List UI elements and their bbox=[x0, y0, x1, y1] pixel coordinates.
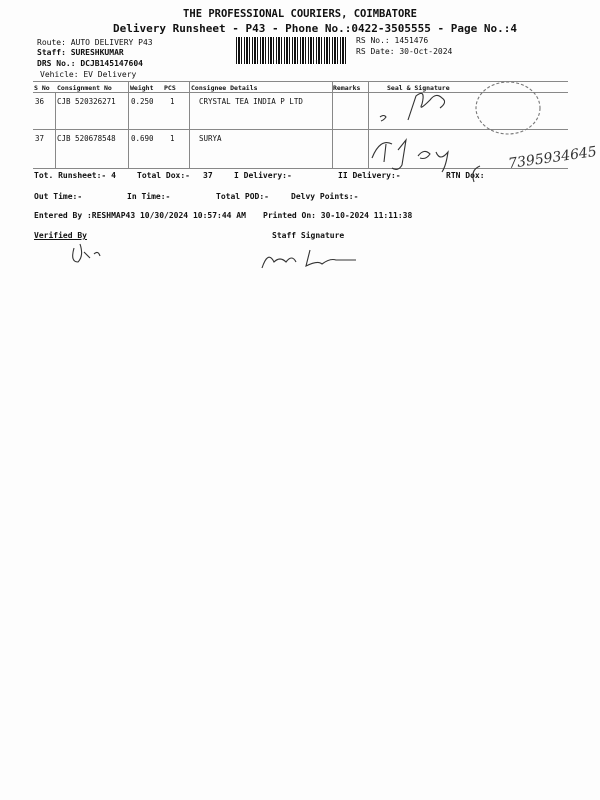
out-time: Out Time:- bbox=[34, 192, 83, 201]
column-header-consignee: Consignee Details bbox=[191, 84, 258, 92]
column-divider bbox=[189, 81, 190, 168]
cell-weight: 0.250 bbox=[131, 97, 154, 106]
rs-date: RS Date: 30-Oct-2024 bbox=[356, 47, 453, 56]
printed-on: Printed On: 30-10-2024 11:11:38 bbox=[263, 211, 413, 220]
document-subtitle: Delivery Runsheet - P43 - Phone No.:0422… bbox=[113, 22, 517, 35]
cell-consignment: CJB 520678548 bbox=[57, 134, 116, 143]
delvy-points: Delvy Points:- bbox=[291, 192, 359, 201]
total-dox-value: 37 bbox=[203, 171, 213, 180]
cell-pcs: 1 bbox=[170, 97, 175, 106]
vehicle: Vehicle: EV Delivery bbox=[40, 70, 137, 79]
ii-delivery: II Delivery:- bbox=[338, 171, 401, 180]
column-header-pcs: PCS bbox=[164, 84, 176, 92]
table-border bbox=[33, 129, 568, 130]
cell-weight: 0.690 bbox=[131, 134, 154, 143]
column-header-sno: S No bbox=[34, 84, 50, 92]
drs-number: DRS No.: DCJB145147604 bbox=[37, 59, 143, 68]
column-divider bbox=[332, 81, 333, 168]
table-border bbox=[33, 81, 568, 82]
column-header-weight: Weight bbox=[130, 84, 154, 92]
i-delivery: I Delivery:- bbox=[234, 171, 292, 180]
rtn-dox: RTN Dox: bbox=[446, 171, 485, 180]
column-divider bbox=[368, 81, 369, 168]
cell-consignee: CRYSTAL TEA INDIA P LTD bbox=[199, 97, 303, 106]
document-title: THE PROFESSIONAL COURIERS, COIMBATORE bbox=[183, 8, 417, 20]
staff-signature bbox=[261, 249, 356, 269]
signature-row-37 bbox=[371, 138, 449, 173]
barcode bbox=[236, 37, 348, 64]
verified-by-label: Verified By bbox=[34, 231, 87, 240]
company-stamp bbox=[475, 81, 541, 135]
table-border bbox=[33, 92, 568, 93]
total-pod: Total POD:- bbox=[216, 192, 269, 201]
column-divider bbox=[128, 81, 129, 168]
total-dox-label: Total Dox:- bbox=[137, 171, 190, 180]
table-border bbox=[33, 168, 568, 169]
staff: Staff: SURESHKUMAR bbox=[37, 48, 124, 57]
signature-row-36 bbox=[407, 92, 446, 121]
column-divider bbox=[55, 92, 56, 168]
total-runsheet: Tot. Runsheet:- 4 bbox=[34, 171, 116, 180]
route: Route: AUTO DELIVERY P43 bbox=[37, 38, 153, 47]
staff-signature-label: Staff Signature bbox=[272, 231, 345, 240]
cell-pcs: 1 bbox=[170, 134, 175, 143]
rtn-dox-scribble bbox=[472, 165, 481, 183]
entered-by: Entered By :RESHMAP43 10/30/2024 10:57:4… bbox=[34, 211, 246, 220]
column-header-consignment: Consignment No bbox=[57, 84, 112, 92]
cell-consignment: CJB 520326271 bbox=[57, 97, 116, 106]
in-time: In Time:- bbox=[127, 192, 171, 201]
column-header-seal: Seal & Signature bbox=[387, 84, 450, 92]
cell-consignee: SURYA bbox=[199, 134, 222, 143]
signature-row-36-tick bbox=[379, 114, 387, 122]
verifier-signature bbox=[72, 243, 101, 263]
column-header-remarks: Remarks bbox=[333, 84, 361, 92]
cell-sno: 36 bbox=[35, 97, 45, 106]
cell-sno: 37 bbox=[35, 134, 45, 143]
rs-number: RS No.: 1451476 bbox=[356, 36, 429, 45]
